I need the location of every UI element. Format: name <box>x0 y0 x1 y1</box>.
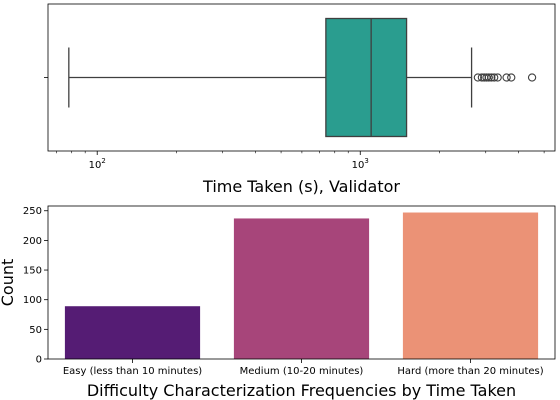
barchart-xtick-label: Medium (10-20 minutes) <box>240 366 364 377</box>
boxplot-outlier <box>502 73 511 82</box>
barchart-ytick-label: 200 <box>23 236 42 247</box>
barchart-xtick-label: Easy (less than 10 minutes) <box>63 366 202 377</box>
barchart-xtick-label: Hard (more than 20 minutes) <box>397 366 543 377</box>
boxplot-marks <box>68 17 537 138</box>
boxplot-outlier <box>507 73 516 82</box>
boxplot-outlier <box>527 73 537 82</box>
boxplot-outlier <box>484 73 493 82</box>
barchart-xlabel: Difficulty Characterization Frequencies … <box>87 381 516 400</box>
boxplot-xlabel: Time Taken (s), Validator <box>202 177 400 196</box>
bar-3 <box>402 212 539 359</box>
boxplot-xtick-base: 10 <box>352 160 365 171</box>
boxplot-outlier <box>487 73 496 82</box>
barchart-ytick-label: 250 <box>23 206 42 217</box>
barchart-panel: 0 50 100 150 200 250 Easy (less than 10 minut… <box>0 205 556 400</box>
barchart-ytick-label: 150 <box>23 266 42 277</box>
barchart-ytick-label: 0 <box>36 355 42 366</box>
boxplot-outlier <box>490 73 499 82</box>
boxplot-xtick-base: 10 <box>89 160 102 171</box>
boxplot-box <box>325 17 408 138</box>
boxplot-xtick-label: 102 <box>89 157 106 171</box>
boxplot-xtick-exponent: 2 <box>101 157 105 165</box>
boxplot-xtick-label: 103 <box>352 157 369 171</box>
boxplot-xtick-exponent: 3 <box>364 157 368 165</box>
bar-1 <box>64 306 201 359</box>
bar-2 <box>233 218 370 359</box>
barchart-xticks: Easy (less than 10 minutes) Medium (10-20… <box>63 359 544 377</box>
barchart-ylabel: Count <box>0 259 17 307</box>
boxplot-outlier <box>493 73 502 82</box>
barchart-ytick-label: 100 <box>23 295 42 306</box>
barchart-ytick-label: 50 <box>29 325 42 336</box>
barchart-yticks: 0 50 100 150 200 250 <box>23 206 48 366</box>
boxplot-xticks: 102 103 <box>56 151 545 171</box>
barchart-bars <box>64 212 539 359</box>
boxplot-panel: 102 103 Time Taken (s), Validator <box>44 3 556 196</box>
boxplot-outlier <box>473 73 483 82</box>
